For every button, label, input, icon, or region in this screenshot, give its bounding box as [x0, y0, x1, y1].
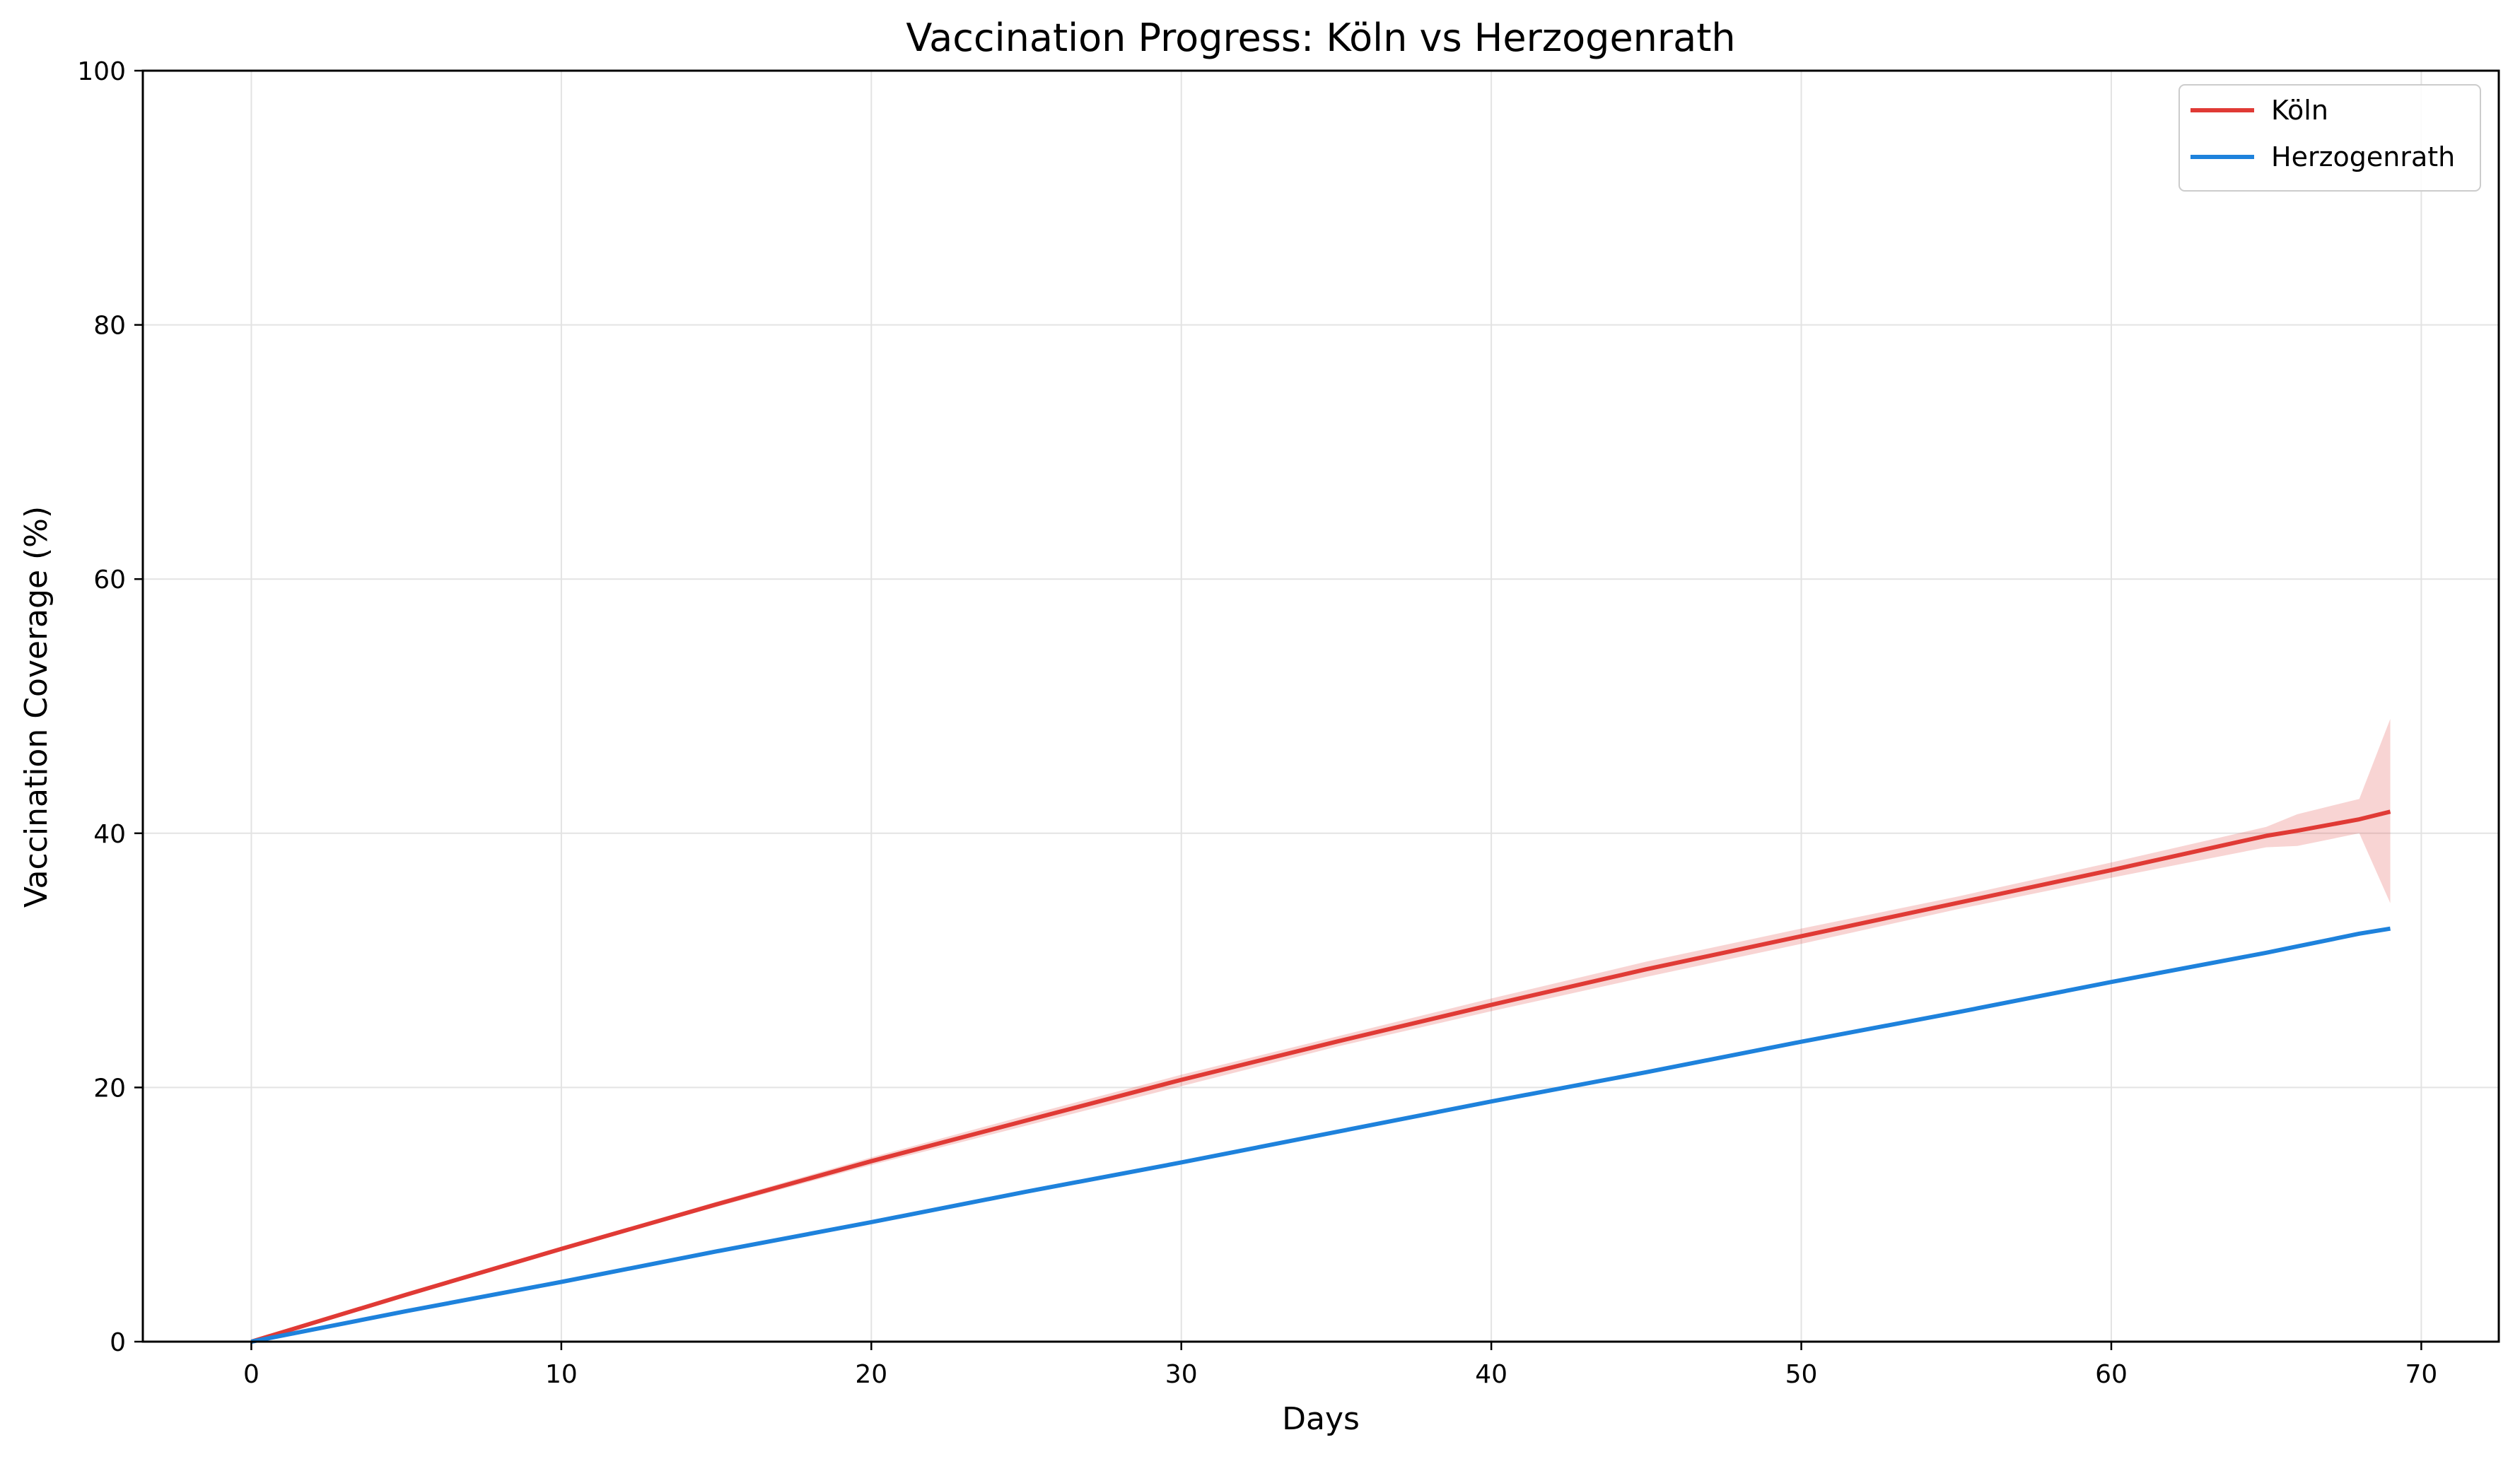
x-tick-label: 40: [1475, 1360, 1507, 1389]
x-tick-label: 60: [2095, 1360, 2128, 1389]
y-tick-label: 40: [93, 820, 126, 849]
x-axis-ticks: 0 10 20 30 40 50 60 70: [243, 1342, 2437, 1389]
legend-label-herzogenrath: Herzogenrath: [2271, 141, 2455, 172]
legend-label-k-ln: Köln: [2271, 95, 2328, 126]
y-axis-label: Vaccination Coverage (%): [18, 506, 54, 908]
legend: Köln Herzogenrath: [2178, 84, 2481, 192]
y-axis-ticks: 0 20 40 60 80 100: [77, 57, 143, 1357]
legend-box: [2178, 84, 2481, 192]
y-tick-label: 60: [93, 566, 126, 594]
plot-frame: [141, 69, 2500, 1343]
x-tick-label: 30: [1165, 1360, 1198, 1389]
x-tick-label: 0: [243, 1360, 259, 1389]
series-line-k-ln: [250, 809, 2391, 1344]
x-tick-label: 20: [855, 1360, 887, 1389]
y-tick-label: 80: [93, 312, 126, 341]
series-line-herzogenrath: [250, 926, 2391, 1344]
x-tick-label: 10: [545, 1360, 578, 1389]
y-tick-label: 20: [93, 1074, 126, 1103]
x-tick-label: 50: [1785, 1360, 1818, 1389]
chart-title: Vaccination Progress: Köln vs Herzogenra…: [906, 16, 1735, 60]
series-lines: [250, 809, 2391, 1344]
y-tick-label: 0: [110, 1328, 126, 1357]
x-axis-label: Days: [1282, 1401, 1360, 1437]
y-tick-label: 100: [77, 57, 126, 86]
x-tick-label: 70: [2405, 1360, 2437, 1389]
